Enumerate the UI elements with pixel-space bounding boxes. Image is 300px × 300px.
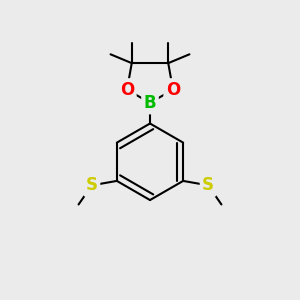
Text: S: S — [202, 176, 214, 194]
Text: O: O — [120, 81, 134, 99]
Text: O: O — [166, 81, 180, 99]
Text: B: B — [144, 94, 156, 112]
Text: S: S — [86, 176, 98, 194]
